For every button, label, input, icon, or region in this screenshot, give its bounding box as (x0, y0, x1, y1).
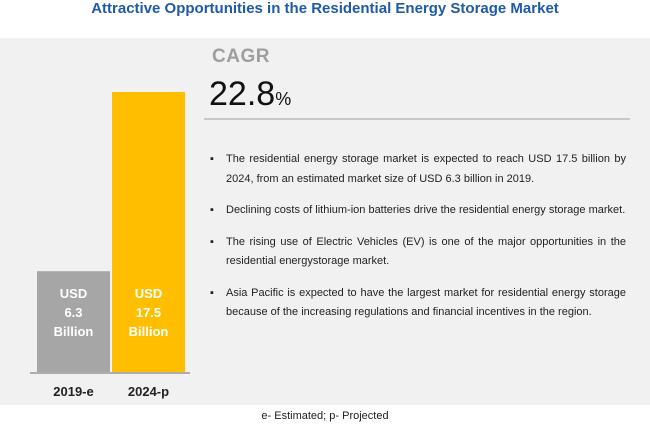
bar-value-label: Billion (54, 324, 94, 339)
category-label: 2024-p (128, 384, 169, 399)
bar-2019-e (37, 271, 110, 372)
bar-value-label: USD (60, 286, 87, 301)
cagr-value: 22.8% (209, 75, 291, 118)
bullet-text: The rising use of Electric Vehicles (EV)… (226, 235, 626, 268)
bar-value-label: 6.3 (64, 305, 82, 320)
category-label: 2019-e (53, 384, 93, 399)
footnote: e- Estimated; p- Projected (261, 410, 389, 422)
bar-chart: USD 6.3 Billion 2019-e USD 17.5 Billion 2024-p (30, 92, 190, 399)
cagr-number: 22.8 (209, 75, 276, 113)
bullet-icon: ▪ (210, 235, 214, 248)
bullet-item: ▪ Declining costs of lithium-ion batterie… (210, 201, 626, 221)
bar-value-label: Billion (129, 324, 169, 339)
bullet-list: ▪ The residential energy storage market i… (210, 150, 626, 335)
bar-value-label: USD (135, 286, 162, 301)
cagr-label: CAGR (212, 46, 270, 67)
bullet-icon: ▪ (210, 286, 214, 299)
bullet-item: ▪ The residential energy storage market i… (210, 150, 626, 189)
bar-value-label: 17.5 (136, 305, 161, 320)
bar-2024-p (112, 92, 185, 372)
bullet-icon: ▪ (210, 153, 214, 165)
bullet-text: Asia Pacific is expected to have the lar… (226, 286, 626, 319)
bullet-item: ▪ The rising use of Electric Vehicles (EV… (210, 233, 626, 272)
page-title: Attractive Opportunities in the Resident… (91, 0, 559, 17)
bullet-text: Declining costs of lithium-ion batteries… (226, 204, 626, 216)
bullet-item: ▪ Asia Pacific is expected to have the la… (210, 284, 626, 323)
bullet-icon: ▪ (210, 204, 214, 216)
cagr-divider (204, 118, 630, 120)
bullet-text: The residential energy storage market is… (226, 153, 626, 185)
cagr-unit: % (275, 89, 292, 109)
